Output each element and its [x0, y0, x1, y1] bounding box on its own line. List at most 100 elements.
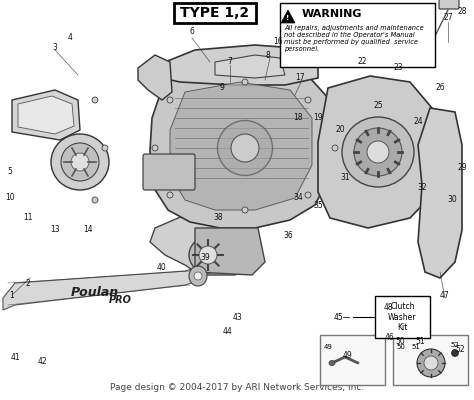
Text: 29: 29	[457, 164, 467, 172]
Text: 14: 14	[83, 226, 93, 234]
Ellipse shape	[305, 192, 311, 198]
Polygon shape	[162, 45, 318, 85]
Text: 11: 11	[23, 214, 33, 222]
Ellipse shape	[189, 266, 207, 286]
Ellipse shape	[342, 117, 414, 187]
Polygon shape	[150, 62, 335, 228]
Text: 6: 6	[190, 28, 194, 36]
Polygon shape	[195, 228, 265, 275]
Text: 16: 16	[273, 38, 283, 46]
Text: 52: 52	[455, 346, 465, 354]
Text: 48: 48	[383, 304, 393, 312]
Text: 1: 1	[9, 290, 14, 300]
Text: 50: 50	[395, 338, 405, 346]
Polygon shape	[281, 10, 295, 23]
Polygon shape	[215, 55, 285, 78]
Text: 31: 31	[340, 174, 350, 182]
Text: 24: 24	[413, 118, 423, 126]
Text: 45—: 45—	[334, 312, 351, 322]
Polygon shape	[418, 108, 462, 278]
Ellipse shape	[92, 197, 98, 203]
Text: 2: 2	[26, 278, 30, 288]
Ellipse shape	[367, 141, 389, 163]
Text: Poulan: Poulan	[71, 286, 119, 298]
Text: 18: 18	[293, 114, 303, 122]
Text: All repairs, adjustments and maintenance
not described in the Operator's Manual
: All repairs, adjustments and maintenance…	[284, 25, 424, 52]
Bar	[393, 335, 468, 385]
Text: 46: 46	[385, 334, 395, 342]
FancyBboxPatch shape	[143, 154, 195, 190]
Ellipse shape	[71, 153, 89, 171]
Text: 4: 4	[68, 34, 73, 42]
Text: 19: 19	[313, 114, 323, 122]
Text: 38: 38	[213, 214, 223, 222]
FancyBboxPatch shape	[439, 0, 459, 9]
Ellipse shape	[152, 145, 158, 151]
Text: 30: 30	[447, 196, 457, 204]
Ellipse shape	[102, 145, 108, 151]
Text: 3: 3	[53, 44, 57, 52]
Text: TYPE 1,2: TYPE 1,2	[181, 6, 250, 20]
Text: 47: 47	[440, 290, 450, 300]
Text: 40: 40	[157, 264, 167, 272]
Ellipse shape	[242, 79, 248, 85]
Text: 26: 26	[435, 84, 445, 92]
Ellipse shape	[242, 207, 248, 213]
Ellipse shape	[424, 356, 438, 370]
Bar	[320, 335, 385, 385]
Ellipse shape	[332, 145, 338, 151]
Text: 17: 17	[295, 74, 305, 82]
Polygon shape	[12, 90, 80, 140]
Ellipse shape	[452, 350, 458, 356]
Text: Page design © 2004-2017 by ARI Network Services, Inc.: Page design © 2004-2017 by ARI Network S…	[110, 384, 364, 392]
Text: WARNING: WARNING	[302, 9, 363, 19]
Text: 25: 25	[373, 100, 383, 110]
Text: 34: 34	[293, 194, 303, 202]
Ellipse shape	[92, 97, 98, 103]
Polygon shape	[318, 76, 438, 228]
Text: !: !	[286, 15, 290, 21]
Text: 32: 32	[417, 184, 427, 192]
Ellipse shape	[51, 134, 109, 190]
Text: 13: 13	[50, 226, 60, 234]
Text: 23: 23	[393, 64, 403, 72]
FancyBboxPatch shape	[174, 3, 256, 23]
Text: 5: 5	[8, 168, 12, 176]
Bar	[280, 3, 435, 67]
Ellipse shape	[354, 128, 402, 176]
Text: 51: 51	[411, 344, 420, 350]
Ellipse shape	[167, 97, 173, 103]
Text: 9: 9	[219, 84, 224, 92]
Polygon shape	[150, 210, 260, 275]
Text: 42: 42	[37, 358, 47, 366]
Text: 49: 49	[324, 344, 332, 350]
Text: 20: 20	[335, 126, 345, 134]
Ellipse shape	[167, 192, 173, 198]
Text: 35: 35	[313, 200, 323, 210]
Bar	[375, 296, 430, 338]
Text: 52: 52	[451, 342, 459, 348]
Text: 22: 22	[357, 58, 367, 66]
Ellipse shape	[61, 143, 99, 181]
Text: Clutch
Washer
Kit: Clutch Washer Kit	[388, 302, 417, 332]
Ellipse shape	[189, 237, 227, 273]
Text: 8: 8	[265, 50, 270, 60]
Polygon shape	[18, 96, 74, 134]
Text: 50: 50	[397, 344, 405, 350]
Polygon shape	[170, 82, 312, 210]
Text: 51: 51	[415, 338, 425, 346]
Ellipse shape	[218, 120, 273, 176]
Text: 41: 41	[10, 354, 20, 362]
Text: 10: 10	[5, 194, 15, 202]
Text: 39: 39	[200, 254, 210, 262]
Text: 28: 28	[457, 8, 467, 16]
Text: 44: 44	[223, 328, 233, 336]
Ellipse shape	[231, 134, 259, 162]
Polygon shape	[3, 268, 205, 310]
Ellipse shape	[305, 97, 311, 103]
Ellipse shape	[194, 272, 202, 280]
Text: 43: 43	[233, 314, 243, 322]
Ellipse shape	[329, 360, 335, 366]
Polygon shape	[138, 55, 172, 100]
Ellipse shape	[199, 246, 217, 264]
